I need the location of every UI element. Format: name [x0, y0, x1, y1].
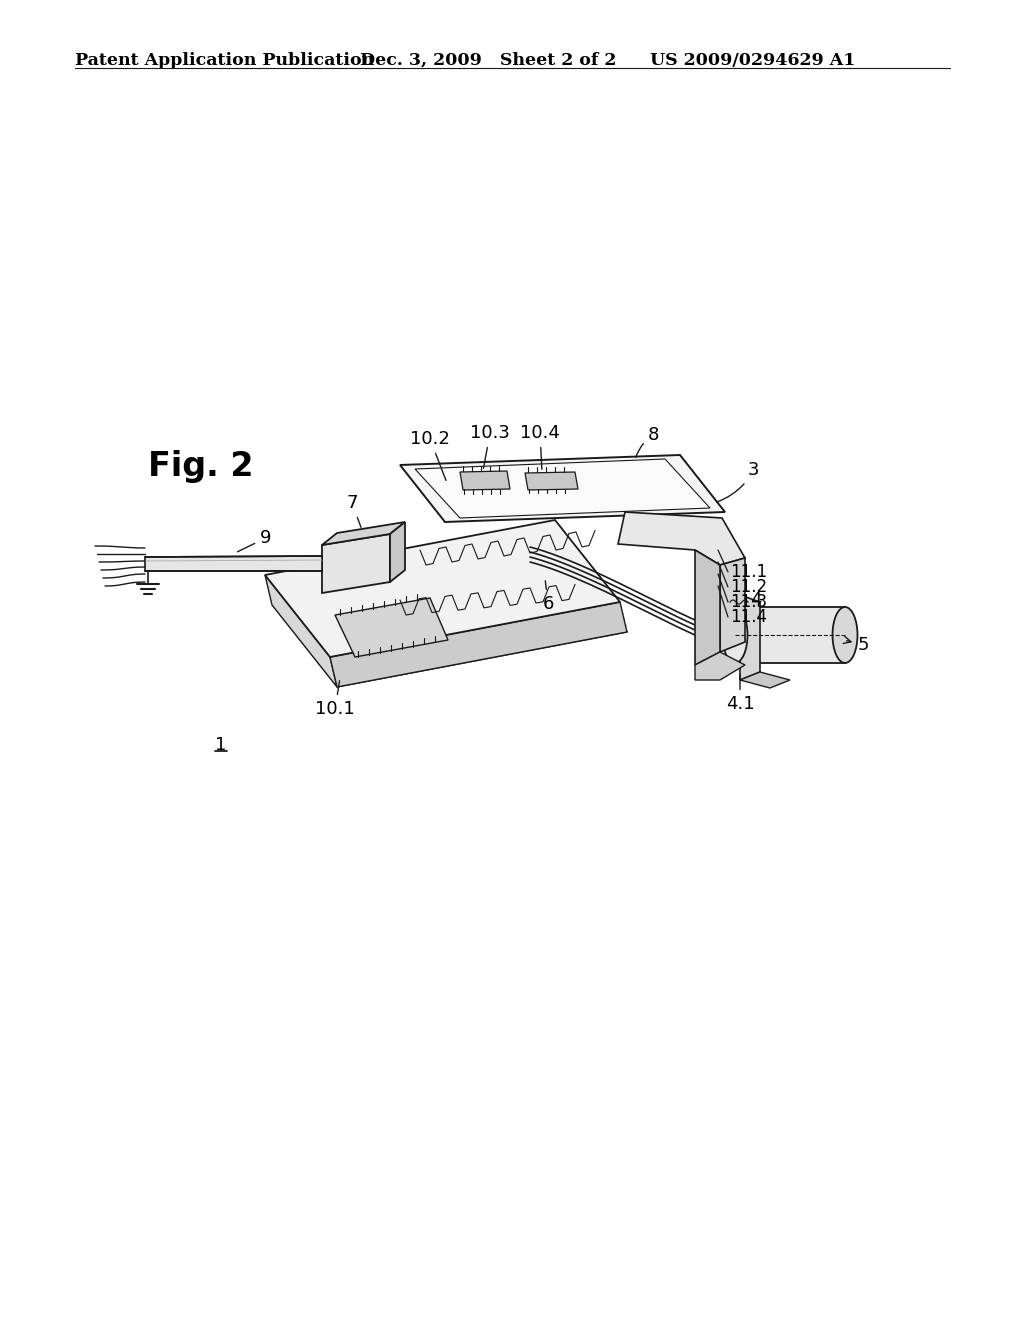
Text: 4.1: 4.1 — [726, 675, 755, 713]
Text: 10.3: 10.3 — [470, 424, 510, 469]
Text: 9: 9 — [238, 529, 271, 552]
Polygon shape — [272, 550, 628, 686]
Text: 10.1: 10.1 — [315, 681, 355, 718]
Ellipse shape — [833, 607, 857, 663]
Polygon shape — [145, 556, 322, 572]
Text: 11.2: 11.2 — [730, 578, 767, 597]
Text: 10.4: 10.4 — [520, 424, 560, 469]
Polygon shape — [735, 607, 845, 663]
Polygon shape — [695, 550, 720, 665]
Polygon shape — [415, 459, 710, 517]
Polygon shape — [400, 455, 725, 521]
Polygon shape — [390, 521, 406, 582]
Text: Dec. 3, 2009   Sheet 2 of 2: Dec. 3, 2009 Sheet 2 of 2 — [360, 51, 616, 69]
Polygon shape — [269, 539, 625, 675]
Polygon shape — [322, 535, 390, 593]
Polygon shape — [266, 525, 622, 663]
Polygon shape — [460, 471, 510, 490]
Text: 7: 7 — [346, 494, 361, 528]
Text: 1: 1 — [215, 737, 226, 754]
Polygon shape — [525, 473, 578, 490]
Polygon shape — [618, 512, 745, 565]
Polygon shape — [265, 576, 337, 686]
Polygon shape — [740, 595, 760, 680]
Polygon shape — [265, 520, 620, 657]
Text: Fig. 2: Fig. 2 — [148, 450, 254, 483]
Polygon shape — [695, 652, 745, 680]
Text: 6: 6 — [543, 581, 554, 612]
Polygon shape — [330, 602, 627, 686]
Polygon shape — [322, 521, 406, 545]
Text: 8: 8 — [636, 426, 659, 457]
Text: 11.1: 11.1 — [730, 564, 767, 581]
Polygon shape — [740, 672, 790, 688]
Polygon shape — [268, 532, 623, 669]
Ellipse shape — [723, 607, 748, 663]
Text: 5: 5 — [843, 636, 869, 653]
Text: 10.2: 10.2 — [410, 430, 450, 480]
Polygon shape — [335, 598, 449, 657]
Text: 4: 4 — [750, 591, 762, 609]
Text: US 2009/0294629 A1: US 2009/0294629 A1 — [650, 51, 855, 69]
Text: 11.3: 11.3 — [730, 593, 767, 611]
Polygon shape — [720, 558, 745, 652]
Polygon shape — [271, 544, 626, 681]
Text: 3: 3 — [717, 461, 760, 502]
Text: 11.4: 11.4 — [730, 609, 767, 626]
Text: Patent Application Publication: Patent Application Publication — [75, 51, 374, 69]
